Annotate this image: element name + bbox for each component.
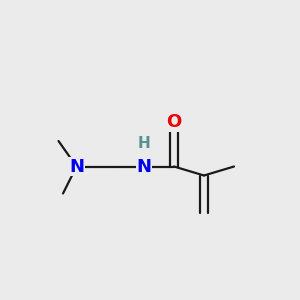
Text: N: N (136, 158, 152, 175)
Text: H: H (138, 136, 150, 152)
Text: O: O (167, 113, 182, 131)
Text: N: N (69, 158, 84, 175)
